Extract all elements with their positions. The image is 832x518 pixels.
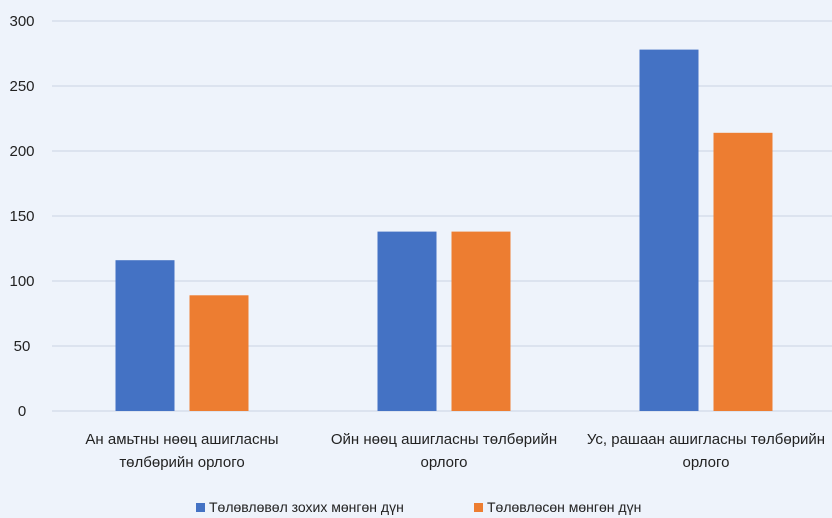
x-category-label-2: Ус, рашаан ашигласны төлбөрийн орлого	[587, 431, 825, 471]
x-axis-category-labels: Ан амьтны нөөц ашигласны төлбөрийн орлого…	[85, 431, 825, 471]
legend-label-1: Төлөвлөсөн мөнгөн дүн	[487, 499, 641, 515]
bar-series-1-category-2	[713, 132, 773, 412]
bar-series-0-category-2	[639, 49, 699, 411]
x-category-label-1-line-1: орлого	[421, 454, 468, 471]
x-category-label-2-line-1: орлого	[683, 454, 730, 471]
legend-swatch-0	[196, 503, 205, 512]
legend-swatch-1	[474, 503, 483, 512]
bar-series-1-category-1	[451, 231, 511, 411]
y-tick-label-200: 200	[9, 143, 34, 160]
x-category-label-1-line-0: Ойн нөөц ашигласны төлбөрийн	[331, 431, 557, 448]
y-axis-tick-labels: 0 50 100 150 200 250 300	[9, 13, 34, 420]
y-tick-label-250: 250	[9, 78, 34, 95]
bar-series-0-category-1	[377, 231, 437, 411]
legend-label-0: Төлөвлөвөл зохих мөнгөн дүн	[209, 499, 404, 515]
y-tick-label-100: 100	[9, 273, 34, 290]
x-category-label-0-line-1: төлбөрийн орлого	[119, 454, 244, 471]
y-tick-label-150: 150	[9, 208, 34, 225]
bars	[115, 49, 773, 412]
x-category-label-1: Ойн нөөц ашигласны төлбөрийн орлого	[331, 431, 557, 471]
x-category-label-0-line-0: Ан амьтны нөөц ашигласны	[85, 431, 278, 448]
y-tick-label-50: 50	[14, 338, 31, 355]
y-tick-label-0: 0	[18, 403, 26, 420]
y-tick-label-300: 300	[9, 13, 34, 30]
x-category-label-0: Ан амьтны нөөц ашигласны төлбөрийн орлого	[85, 431, 278, 471]
legend: Төлөвлөвөл зохих мөнгөн дүн Төлөвлөсөн мө…	[196, 499, 641, 515]
x-category-label-2-line-0: Ус, рашаан ашигласны төлбөрийн	[587, 431, 825, 448]
bar-series-0-category-0	[115, 260, 175, 411]
gridlines	[52, 20, 832, 412]
bar-series-1-category-0	[189, 295, 249, 411]
